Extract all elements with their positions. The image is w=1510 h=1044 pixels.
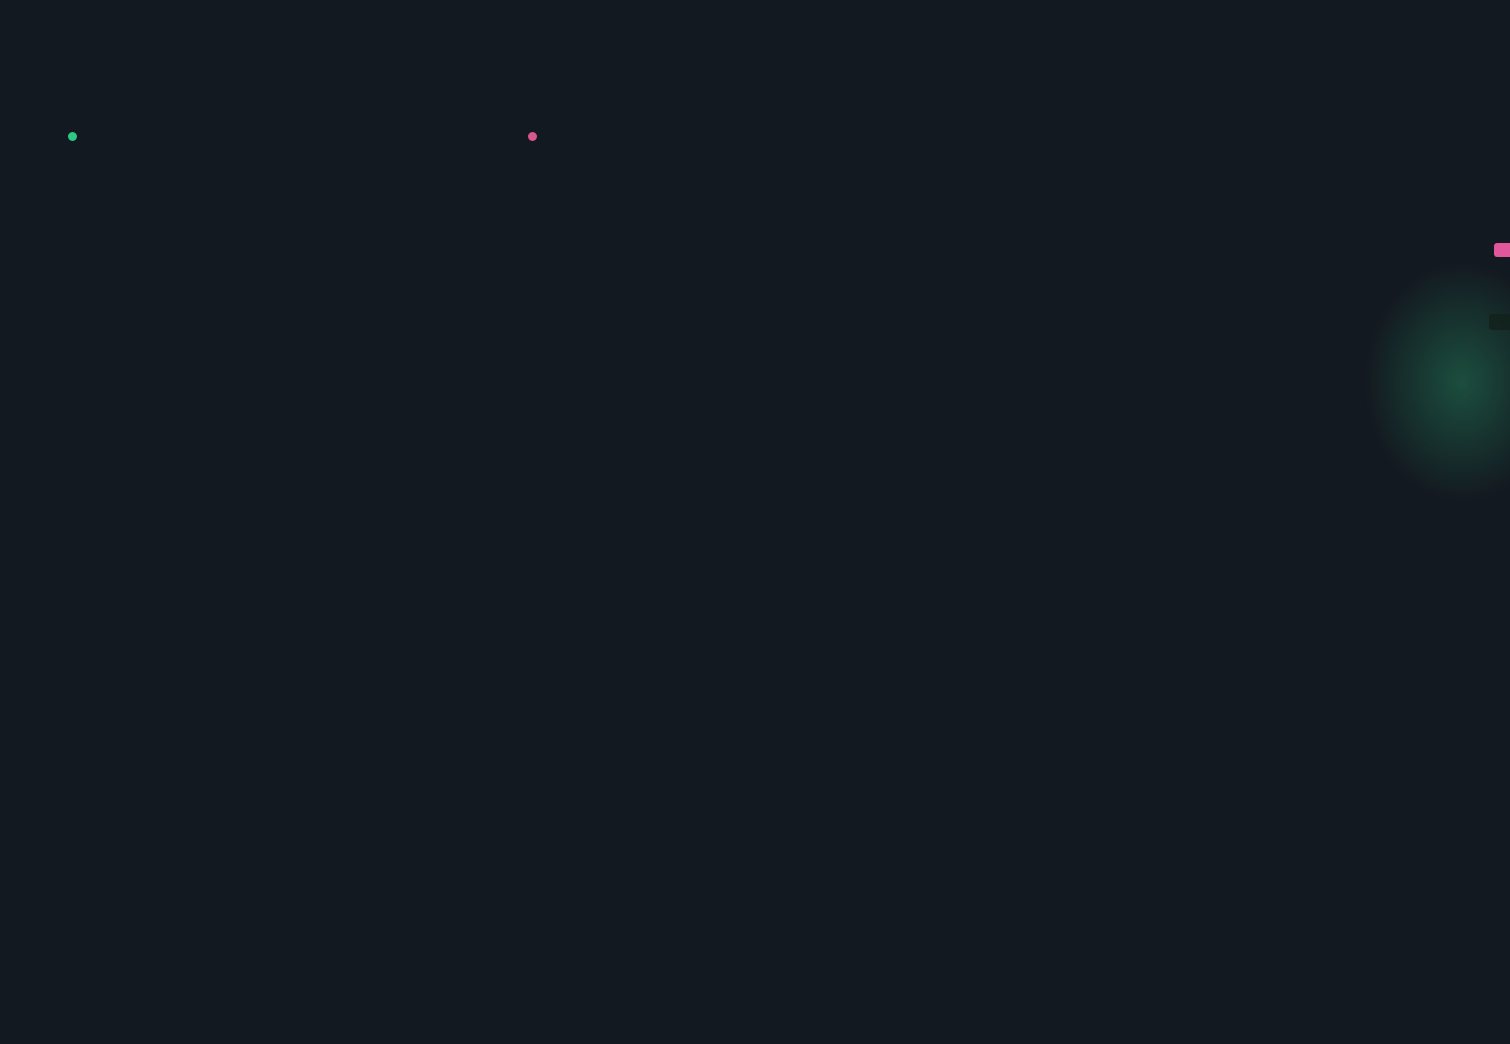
- legend-share-price: [68, 132, 88, 156]
- legend-fair-value: [528, 132, 548, 156]
- share-price-dot-icon: [68, 132, 77, 141]
- fair-value-badge: [1494, 243, 1510, 257]
- current-price-label: [1489, 314, 1510, 330]
- fair-value-dot-icon: [528, 132, 537, 141]
